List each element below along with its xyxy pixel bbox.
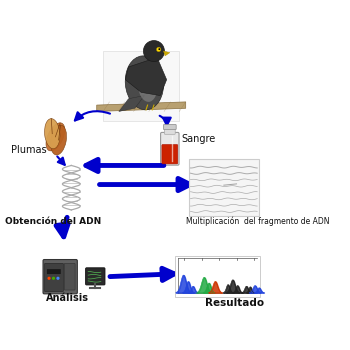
Text: Resultado: Resultado [205,298,264,308]
Ellipse shape [51,125,66,155]
Circle shape [144,41,164,62]
FancyBboxPatch shape [47,270,61,274]
Ellipse shape [46,123,65,151]
Circle shape [52,277,55,280]
Circle shape [56,277,60,280]
Ellipse shape [125,56,163,110]
Polygon shape [97,102,186,111]
Ellipse shape [138,70,157,102]
FancyBboxPatch shape [64,263,75,290]
Ellipse shape [44,119,60,149]
FancyBboxPatch shape [103,51,179,121]
Polygon shape [163,51,170,56]
FancyBboxPatch shape [189,159,259,216]
Text: Multiplicación  del fragmento de ADN: Multiplicación del fragmento de ADN [186,217,329,226]
Circle shape [156,47,161,52]
Text: Análisis: Análisis [46,293,89,302]
Text: Plumas: Plumas [11,145,47,155]
FancyBboxPatch shape [161,132,179,165]
Circle shape [159,48,160,50]
FancyBboxPatch shape [162,145,178,164]
FancyBboxPatch shape [43,260,77,294]
Circle shape [48,277,51,280]
Text: Obtención del ADN: Obtención del ADN [5,217,101,226]
Polygon shape [125,57,167,96]
FancyBboxPatch shape [164,127,175,134]
FancyBboxPatch shape [44,263,63,292]
FancyBboxPatch shape [163,125,176,130]
FancyBboxPatch shape [86,268,105,285]
Text: Sangre: Sangre [181,134,215,143]
Polygon shape [119,96,145,111]
FancyBboxPatch shape [175,256,260,298]
